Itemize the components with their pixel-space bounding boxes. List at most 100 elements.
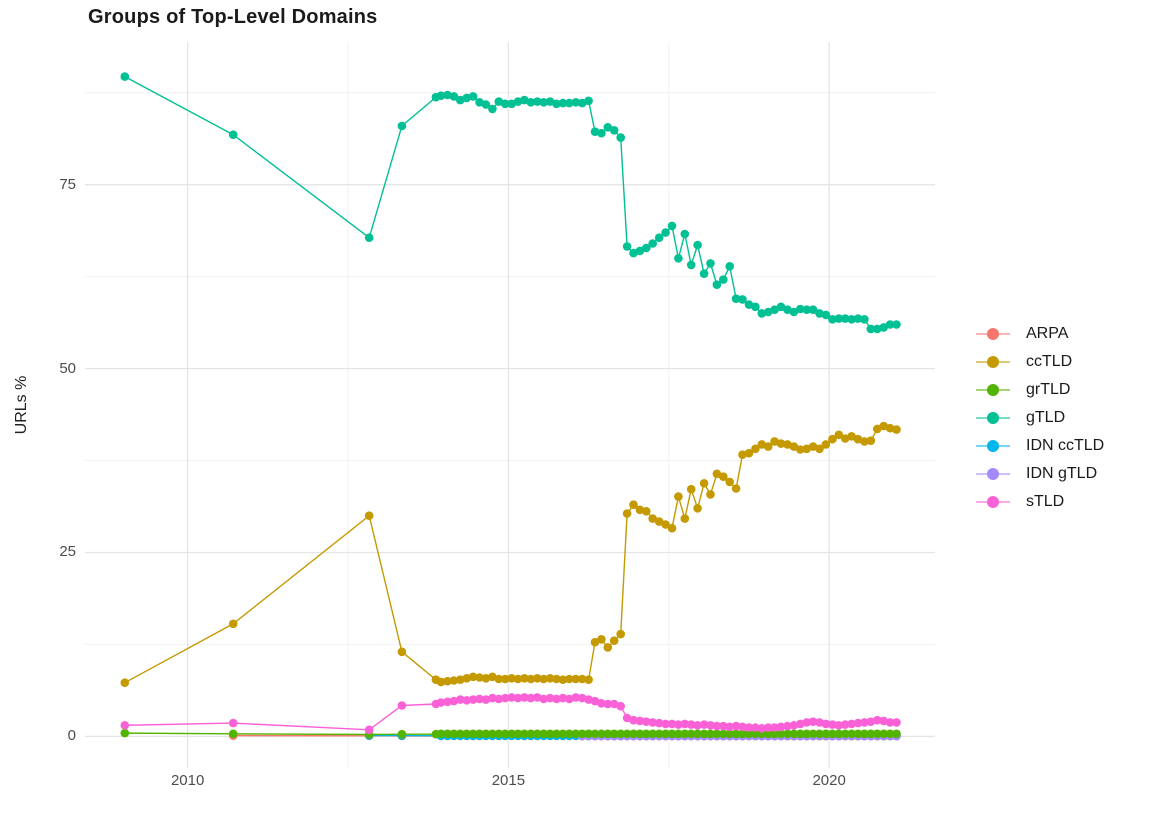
data-point — [443, 697, 452, 707]
data-point — [558, 693, 568, 703]
data-point — [642, 729, 651, 739]
data-point — [680, 719, 690, 729]
data-point — [706, 490, 715, 499]
legend-key-icon — [976, 411, 1010, 425]
data-point — [789, 442, 799, 451]
data-point — [738, 729, 747, 739]
data-point — [603, 699, 613, 709]
data-point — [885, 423, 895, 433]
data-point — [853, 729, 863, 739]
data-point — [609, 636, 619, 645]
data-point — [680, 514, 690, 523]
data-point — [475, 729, 484, 739]
data-point — [719, 729, 728, 739]
data-point — [725, 722, 734, 732]
data-point — [494, 729, 504, 739]
x-tick-label: 2020 — [812, 772, 846, 789]
data-point — [462, 696, 472, 705]
data-point — [699, 479, 709, 488]
data-point — [500, 729, 510, 739]
data-point — [860, 315, 869, 324]
data-point — [597, 699, 606, 708]
legend: ARPA ccTLD grTLD gTLD IDN ccTLD IDN gTLD sTLD — [976, 320, 1104, 516]
legend-item-idn-gtld: IDN gTLD — [976, 460, 1104, 488]
data-point — [821, 440, 831, 449]
data-point — [699, 269, 709, 279]
data-point — [674, 729, 683, 739]
data-point — [635, 729, 645, 739]
data-point — [776, 302, 786, 312]
data-point — [738, 295, 747, 304]
y-axis-title: URLs % — [13, 375, 30, 435]
data-point — [654, 718, 664, 728]
data-point — [661, 729, 670, 739]
data-point — [712, 469, 722, 479]
data-point — [751, 729, 760, 739]
data-point — [622, 242, 632, 251]
legend-key-icon — [976, 467, 1010, 481]
data-point — [686, 484, 696, 494]
data-point — [364, 233, 374, 242]
legend-label: ARPA — [1026, 325, 1069, 342]
series-points-cctld — [120, 421, 901, 687]
data-point — [763, 729, 773, 739]
data-point — [860, 729, 869, 739]
data-point — [853, 314, 863, 323]
data-point — [500, 99, 510, 109]
series-points-stld — [120, 693, 901, 735]
legend-item-grtld: grTLD — [976, 376, 1104, 404]
data-point — [731, 721, 741, 731]
data-point — [456, 695, 465, 704]
data-point — [597, 635, 606, 644]
data-point — [584, 96, 593, 106]
data-point — [449, 676, 459, 685]
data-point — [808, 729, 818, 739]
data-point — [590, 637, 600, 647]
data-point — [507, 693, 516, 702]
data-point — [725, 729, 734, 739]
data-point — [661, 520, 670, 529]
data-point — [693, 504, 702, 513]
data-point — [686, 729, 696, 739]
data-point — [686, 720, 696, 729]
data-point — [712, 280, 722, 290]
data-point — [847, 432, 856, 441]
y-tick-label: 0 — [67, 727, 76, 745]
data-point — [796, 304, 805, 314]
data-point — [577, 674, 587, 684]
data-point — [228, 729, 238, 739]
data-point — [507, 674, 516, 683]
legend-key-icon — [976, 355, 1010, 369]
data-point — [802, 729, 811, 739]
data-point — [885, 718, 895, 727]
data-point — [590, 729, 600, 739]
data-point — [789, 307, 799, 317]
legend-label: IDN ccTLD — [1026, 437, 1105, 454]
data-point — [693, 729, 702, 739]
data-point — [629, 715, 638, 725]
data-point — [520, 729, 529, 739]
data-point — [642, 243, 651, 253]
data-point — [449, 92, 459, 101]
data-point — [776, 722, 786, 732]
data-point — [828, 720, 837, 729]
legend-key-icon — [976, 327, 1010, 341]
data-point — [763, 442, 773, 451]
data-point — [667, 221, 677, 231]
data-point — [494, 694, 504, 704]
data-point — [667, 523, 677, 533]
data-point — [462, 729, 472, 739]
data-point — [693, 240, 702, 250]
data-point — [228, 130, 238, 139]
data-point — [616, 701, 625, 711]
data-point — [860, 437, 869, 446]
data-point — [120, 728, 130, 738]
data-point — [731, 729, 741, 739]
data-point — [642, 507, 651, 516]
data-point — [648, 718, 657, 727]
legend-label: grTLD — [1026, 381, 1071, 398]
data-point — [494, 674, 504, 684]
legend-item-stld: sTLD — [976, 488, 1104, 516]
data-point — [616, 629, 625, 639]
